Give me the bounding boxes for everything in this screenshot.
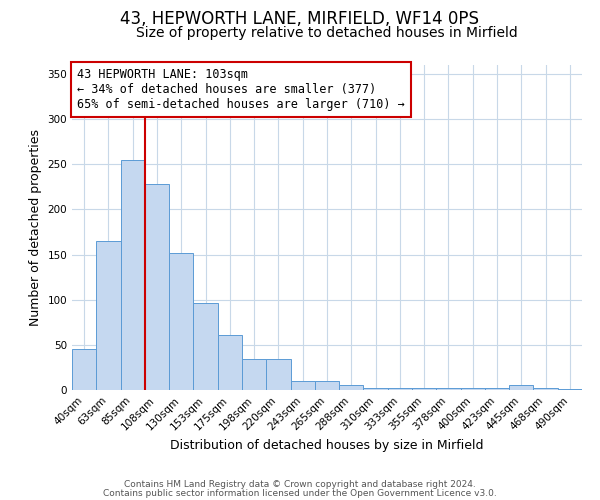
Text: Contains HM Land Registry data © Crown copyright and database right 2024.: Contains HM Land Registry data © Crown c… <box>124 480 476 489</box>
Bar <box>242 360 266 390</box>
Bar <box>509 386 533 390</box>
X-axis label: Distribution of detached houses by size in Mirfield: Distribution of detached houses by size … <box>170 438 484 452</box>
Bar <box>436 388 461 390</box>
Text: 43, HEPWORTH LANE, MIRFIELD, WF14 0PS: 43, HEPWORTH LANE, MIRFIELD, WF14 0PS <box>121 10 479 28</box>
Bar <box>485 388 509 390</box>
Text: Contains public sector information licensed under the Open Government Licence v3: Contains public sector information licen… <box>103 488 497 498</box>
Bar <box>266 360 290 390</box>
Bar <box>145 184 169 390</box>
Bar <box>339 386 364 390</box>
Bar <box>388 388 412 390</box>
Bar <box>193 304 218 390</box>
Bar <box>315 381 339 390</box>
Bar <box>169 253 193 390</box>
Bar <box>461 388 485 390</box>
Bar <box>96 241 121 390</box>
Bar <box>72 350 96 390</box>
Bar <box>121 160 145 390</box>
Bar <box>364 388 388 390</box>
Bar <box>290 381 315 390</box>
Bar <box>558 389 582 390</box>
Title: Size of property relative to detached houses in Mirfield: Size of property relative to detached ho… <box>136 26 518 40</box>
Text: 43 HEPWORTH LANE: 103sqm
← 34% of detached houses are smaller (377)
65% of semi-: 43 HEPWORTH LANE: 103sqm ← 34% of detach… <box>77 68 405 112</box>
Y-axis label: Number of detached properties: Number of detached properties <box>29 129 42 326</box>
Bar <box>533 388 558 390</box>
Bar <box>218 335 242 390</box>
Bar <box>412 388 436 390</box>
